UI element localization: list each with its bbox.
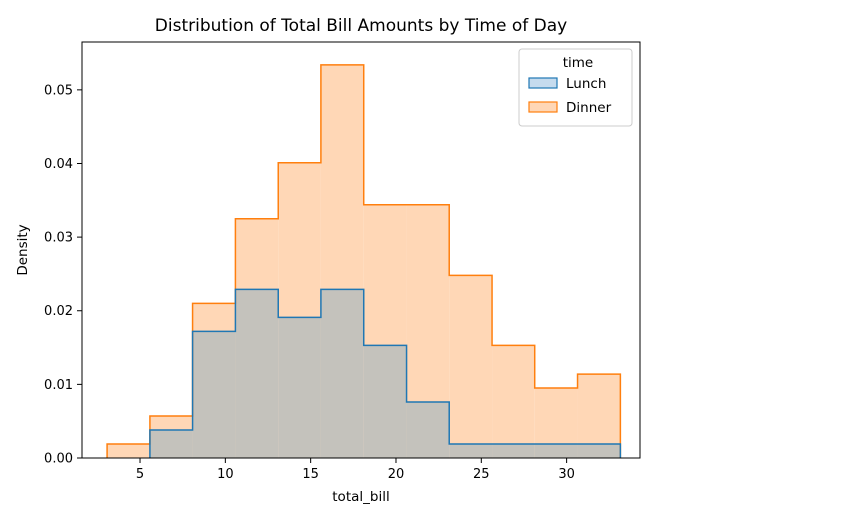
legend: time Lunch Dinner	[518, 48, 633, 127]
y-axis: 0.00 0.01 0.02 0.03 0.04 0.05	[44, 83, 82, 467]
lunch-bar	[492, 444, 535, 458]
x-tick-label: 10	[217, 467, 234, 482]
lunch-legend-label: Lunch	[566, 76, 606, 92]
y-tick-label: 0.00	[44, 452, 73, 467]
plot-frame	[81, 41, 641, 459]
y-tick-label: 0.04	[44, 157, 73, 172]
lunch-step-line	[149, 288, 622, 458]
lunch-bar	[149, 430, 193, 458]
dinner-bar	[449, 275, 493, 458]
x-axis: 5 10 15 20 25 30	[136, 458, 575, 482]
lunch-legend-swatch	[528, 77, 558, 89]
x-axis-label: total_bill	[332, 489, 389, 505]
y-tick-label: 0.01	[44, 378, 73, 393]
x-tick-label: 25	[473, 467, 490, 482]
lunch-bar	[406, 402, 450, 458]
y-tick-label: 0.05	[44, 83, 73, 98]
plot-fills	[107, 64, 621, 459]
dinner-legend-swatch	[528, 101, 558, 113]
lunch-bar	[534, 444, 578, 458]
y-tick-label: 0.03	[44, 231, 73, 246]
lunch-bar	[278, 317, 321, 458]
chart-title: Distribution of Total Bill Amounts by Ti…	[155, 16, 567, 36]
dinner-bar	[107, 444, 150, 458]
lunch-bar	[192, 331, 236, 458]
plot-lines	[106, 64, 622, 458]
dinner-legend-label: Dinner	[566, 100, 612, 116]
x-tick-label: 15	[302, 467, 319, 482]
y-tick-label: 0.02	[44, 304, 73, 319]
y-axis-label: Density	[15, 224, 31, 275]
x-tick-label: 30	[558, 467, 575, 482]
lunch-bar	[235, 289, 279, 458]
legend-title: time	[563, 55, 594, 71]
lunch-bar	[363, 345, 407, 458]
lunch-bar	[320, 289, 364, 458]
x-tick-label: 5	[136, 467, 144, 482]
lunch-bar	[449, 444, 493, 458]
dinner-bar	[492, 345, 535, 458]
x-tick-label: 20	[388, 467, 405, 482]
lunch-bar	[577, 444, 621, 458]
